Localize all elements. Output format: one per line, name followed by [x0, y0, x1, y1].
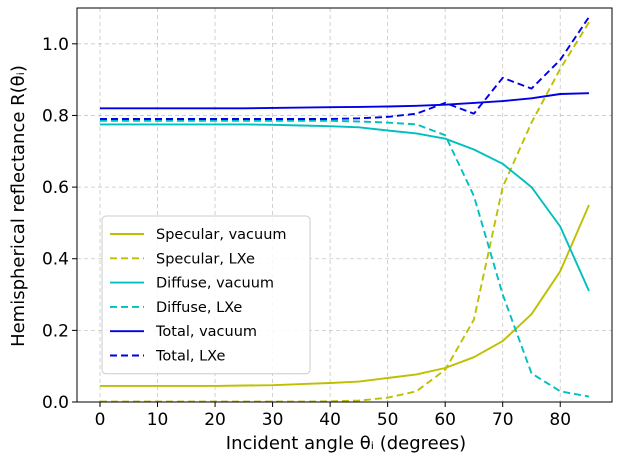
y-tick-label: 0.2 — [42, 321, 69, 341]
y-axis-ticks: 0.0 0.2 0.4 0.6 0.8 1.0 — [42, 35, 77, 413]
y-tick-label: 0.0 — [42, 393, 69, 413]
legend-entry-label: Specular, vacuum — [156, 227, 287, 243]
plot-frame — [76, 7, 613, 403]
series-line-diffuse-vacuum — [100, 123, 590, 292]
legend-entry-label: Diffuse, LXe — [156, 300, 242, 316]
x-tick-label: 40 — [319, 410, 341, 430]
legend-box — [101, 215, 311, 375]
y-tick-label: 0.8 — [42, 106, 69, 126]
series-line-specular-vacuum — [100, 204, 590, 387]
y-tick-label: 1.0 — [42, 35, 69, 55]
y-tick-label: 0.6 — [42, 178, 69, 198]
x-tick-label: 50 — [377, 410, 399, 430]
legend-entry-label: Diffuse, vacuum — [156, 276, 274, 292]
legend-entry-label: Total, vacuum — [155, 324, 257, 340]
y-tick-label: 0.4 — [42, 250, 69, 270]
y-axis-label: Hemispherical reflectance R(θᵢ) — [8, 65, 29, 347]
x-tick-label: 80 — [549, 410, 571, 430]
series-line-diffuse-lxe — [100, 119, 590, 398]
legend-entry-label: Total, LXe — [155, 349, 225, 365]
legend: Specular, vacuum Specular, LXe Diffuse, va… — [101, 215, 311, 375]
series-line-total-vacuum — [100, 92, 590, 110]
x-tick-label: 60 — [434, 410, 456, 430]
legend-entry-label: Specular, LXe — [156, 251, 255, 267]
x-tick-label: 0 — [95, 410, 106, 430]
x-tick-label: 30 — [262, 410, 284, 430]
x-axis-ticks: 0 10 20 30 40 50 60 70 80 — [95, 402, 571, 430]
x-tick-label: 10 — [147, 410, 169, 430]
series-line-total-lxe — [100, 16, 590, 120]
x-tick-label: 70 — [492, 410, 514, 430]
x-axis-label: Incident angle θᵢ (degrees) — [226, 433, 466, 454]
x-tick-label: 20 — [204, 410, 226, 430]
